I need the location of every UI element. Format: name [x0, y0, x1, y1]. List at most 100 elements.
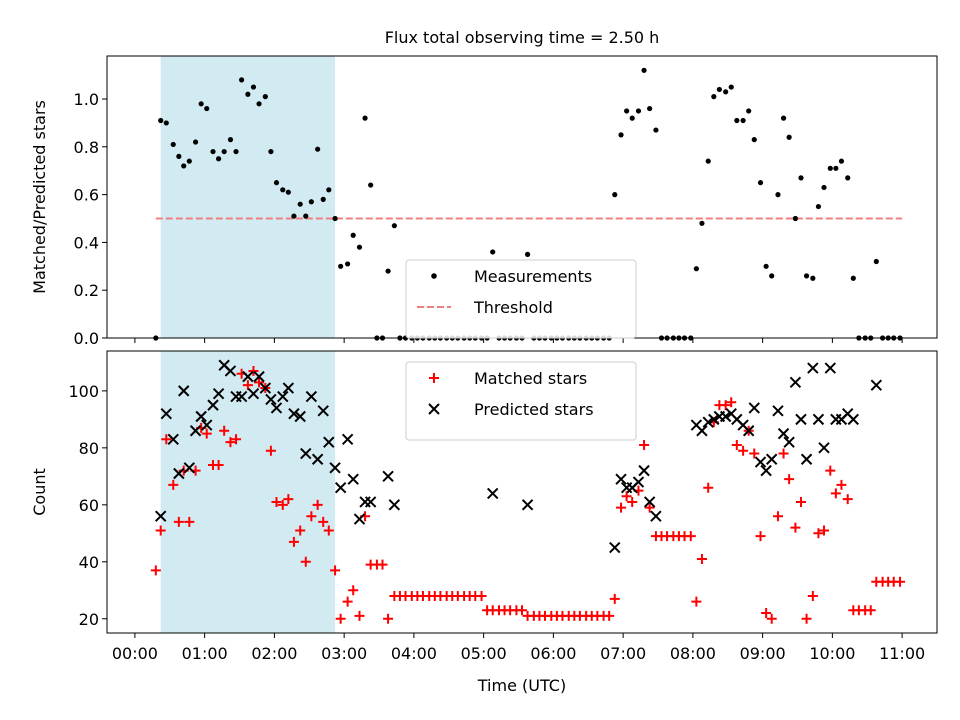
measurement-point — [524, 251, 531, 257]
x-tick-label: 07:00 — [600, 644, 646, 663]
y-tick-label: 100 — [68, 382, 99, 401]
matched-stars-point — [830, 488, 841, 499]
matched-stars-point — [354, 610, 365, 621]
measurement-point — [716, 86, 722, 93]
measurement-point — [233, 148, 239, 155]
measurement-point — [635, 108, 642, 114]
predicted-stars-point — [748, 402, 760, 414]
legend-label: Threshold — [473, 298, 553, 317]
matched-stars-point — [842, 494, 853, 505]
matched-stars-point — [348, 585, 359, 596]
measurement-point — [186, 158, 192, 164]
matched-stars-point — [790, 522, 801, 533]
predicted-stars-point — [777, 427, 790, 440]
predicted-stars-point — [702, 416, 714, 428]
measurement-point — [792, 215, 799, 222]
matched-stars-point — [265, 445, 276, 456]
matched-stars-point — [323, 525, 334, 536]
measurement-point — [612, 192, 618, 198]
matched-stars-point — [300, 556, 311, 567]
measurement-point — [734, 117, 740, 124]
predicted-stars-point — [847, 413, 860, 426]
measurement-point — [158, 117, 164, 124]
x-tick-label: 04:00 — [391, 644, 437, 663]
observing-window-shade — [160, 56, 336, 338]
measurement-point — [827, 165, 833, 171]
measurement-point — [705, 158, 711, 164]
y-tick-label: 60 — [79, 496, 99, 515]
measurement-point — [356, 244, 363, 250]
predicted-stars-point — [486, 487, 499, 500]
measurement-point — [786, 134, 792, 140]
x-tick-label: 09:00 — [740, 644, 786, 663]
measurement-point — [798, 175, 804, 181]
predicted-stars-point — [521, 499, 534, 511]
predicted-stars-point — [189, 425, 202, 437]
matched-stars-point — [201, 428, 212, 439]
measurement-point — [280, 187, 286, 193]
x-tick-label: 08:00 — [670, 644, 716, 663]
measurement-point — [699, 220, 705, 226]
predicted-stars-point — [247, 388, 260, 400]
predicted-stars-point — [353, 513, 366, 525]
predicted-stars-point — [167, 433, 179, 446]
predicted-stars-point — [800, 453, 813, 465]
predicted-stars-point — [224, 365, 237, 377]
legend: Matched stars Predicted stars — [405, 361, 637, 441]
predicted-stars-point — [364, 496, 377, 508]
predicted-stars-point — [795, 413, 807, 426]
measurement-point — [308, 199, 314, 205]
matched-stars-point — [685, 531, 696, 542]
matched-stars-point — [155, 525, 166, 536]
predicted-stars-point — [620, 482, 633, 494]
measurement-point — [641, 67, 647, 73]
predicted-stars-point — [329, 462, 341, 474]
matched-stars-point — [639, 440, 650, 450]
predicted-stars-point — [789, 376, 802, 389]
matched-stars-point — [330, 565, 341, 576]
matched-stars-point — [161, 434, 172, 445]
matched-stars-point — [184, 516, 195, 527]
predicted-stars-point — [242, 370, 254, 383]
measurement-point — [815, 203, 822, 210]
measurement-point — [647, 105, 653, 112]
measurement-point — [618, 132, 624, 138]
predicted-stars-point — [311, 453, 324, 465]
matched-stars-point — [795, 496, 806, 507]
y-tick-label: 40 — [79, 553, 99, 572]
measurement-point — [181, 163, 187, 169]
legend-label: Measurements — [474, 267, 592, 286]
measurement-point — [850, 275, 856, 281]
count-panel: 20 40 60 80 100 00:00 01:00 02:00 03:00 04:00 05:0… — [30, 350, 938, 695]
predicted-stars-point — [742, 425, 755, 437]
predicted-stars-point — [347, 473, 359, 485]
matched-stars-point — [283, 494, 294, 505]
matched-stars-point — [219, 425, 230, 436]
matched-stars-point — [691, 596, 702, 607]
chart-title: Flux total observing time = 2.50 h — [385, 28, 660, 47]
measurement-point — [256, 101, 262, 107]
matched-stars-point — [755, 531, 766, 542]
matched-stars-point — [295, 525, 306, 536]
predicted-stars-point — [615, 473, 627, 485]
x-axis-label: Time (UTC) — [477, 676, 566, 695]
matched-stars-point — [383, 613, 394, 624]
measurement-point — [315, 146, 321, 152]
predicted-stars-point — [195, 410, 207, 423]
measurement-point — [751, 137, 757, 143]
predicted-stars-point — [288, 407, 300, 420]
matched-stars-point — [801, 613, 812, 624]
legend-dot-icon — [431, 273, 437, 279]
predicted-stars-point — [178, 385, 190, 397]
matched-stars-point — [696, 553, 707, 564]
axes-frame — [106, 350, 938, 634]
measurement-point — [303, 213, 309, 219]
y-tick-label: 0.4 — [74, 233, 99, 252]
measurement-point — [362, 115, 368, 121]
x-tick-label: 01:00 — [182, 644, 228, 663]
matched-stars-point — [616, 502, 627, 513]
matched-stars-point — [726, 397, 737, 408]
measurement-point — [385, 268, 391, 274]
measurement-point — [775, 192, 781, 198]
matched-stars-point — [225, 437, 236, 448]
